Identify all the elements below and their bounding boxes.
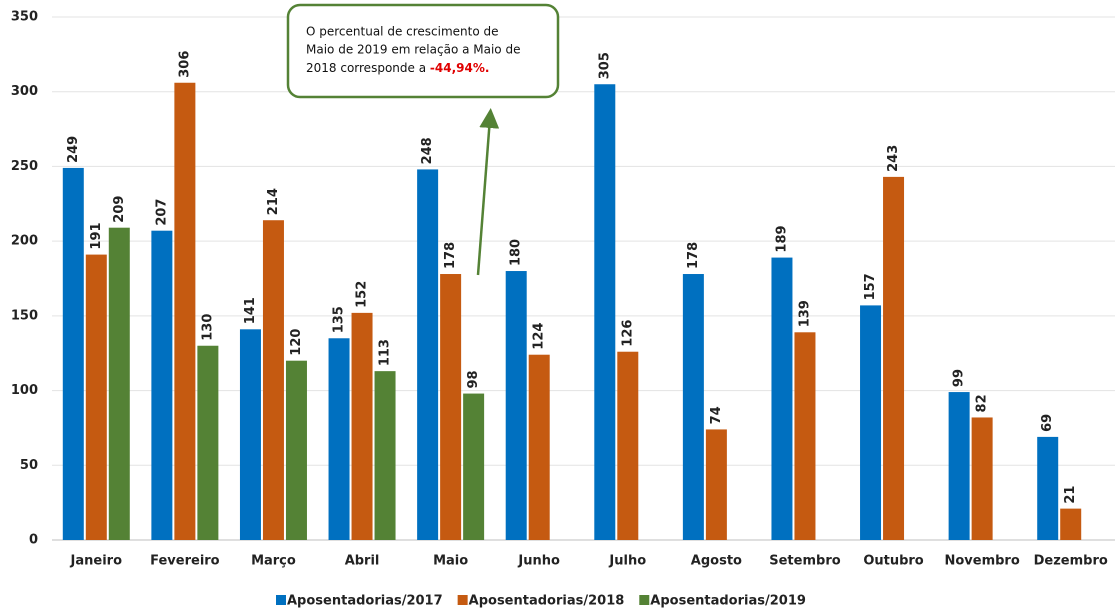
value-label: 214	[266, 188, 281, 215]
value-label: 130	[200, 314, 215, 341]
bar	[505, 271, 527, 540]
value-label: 180	[509, 239, 524, 266]
bar	[883, 176, 905, 541]
y-tick-label: 100	[11, 383, 38, 398]
x-tick-label: Janeiro	[70, 554, 123, 569]
value-label: 207	[154, 199, 169, 226]
value-label: 74	[709, 406, 724, 424]
x-tick-label: Novembro	[944, 554, 1019, 569]
annotation-line: 2018 corresponde a -44,94%.	[306, 61, 489, 75]
value-label: 178	[443, 242, 458, 269]
x-tick-label: Junho	[517, 554, 560, 569]
bar	[971, 417, 993, 540]
bar	[285, 360, 307, 540]
bar	[682, 274, 704, 540]
bar	[62, 167, 84, 540]
legend-label: Aposentadorias/2019	[650, 594, 806, 609]
value-label: 191	[89, 222, 104, 249]
value-label: 69	[1040, 414, 1055, 432]
value-label: 189	[774, 225, 789, 252]
bar	[1060, 508, 1082, 540]
value-label: 82	[975, 394, 990, 412]
bar	[860, 305, 882, 540]
bar	[262, 220, 284, 541]
bar	[463, 393, 485, 540]
value-label: 113	[378, 339, 393, 366]
bar	[705, 429, 727, 540]
bar	[440, 274, 462, 540]
x-tick-label: Setembro	[769, 554, 840, 569]
y-tick-label: 200	[11, 234, 38, 249]
bar	[948, 392, 970, 540]
y-tick-label: 300	[11, 84, 38, 99]
bar	[174, 82, 196, 541]
y-tick-label: 150	[11, 308, 38, 323]
bar	[351, 312, 373, 540]
annotation-box	[286, 3, 560, 99]
value-label: 243	[886, 145, 901, 172]
x-tick-label: Agosto	[691, 554, 742, 569]
bar	[771, 257, 793, 540]
bar	[794, 332, 816, 540]
bar	[328, 338, 350, 540]
bar	[528, 354, 550, 540]
value-label: 209	[112, 196, 127, 223]
y-tick-label: 350	[11, 10, 38, 25]
value-label: 135	[332, 306, 347, 333]
value-label: 126	[620, 320, 635, 347]
x-tick-label: Março	[251, 554, 296, 569]
annotation-text: 2018 corresponde a	[306, 61, 426, 75]
y-tick-label: 50	[20, 458, 38, 473]
x-tick-label: Outubro	[863, 554, 923, 569]
value-label: 178	[686, 242, 701, 269]
value-label: 99	[952, 369, 967, 387]
value-label: 139	[797, 300, 812, 327]
value-label: 152	[355, 281, 370, 308]
bar	[85, 254, 107, 540]
legend-label: Aposentadorias/2018	[469, 594, 625, 609]
value-label: 124	[532, 323, 547, 350]
arrow	[476, 108, 500, 276]
value-label: 249	[66, 136, 81, 163]
x-tick-label: Maio	[433, 554, 468, 569]
bar	[197, 345, 219, 540]
bar	[417, 169, 439, 540]
value-label: 305	[597, 52, 612, 79]
bar	[617, 351, 639, 540]
bar	[151, 230, 173, 540]
x-tick-label: Dezembro	[1034, 554, 1108, 569]
bar	[239, 329, 261, 540]
bar	[108, 227, 130, 541]
bar	[374, 371, 396, 540]
value-label: 98	[466, 370, 481, 388]
value-label: 21	[1063, 486, 1078, 504]
value-label: 248	[420, 137, 435, 164]
legend-label: Aposentadorias/2017	[287, 594, 443, 609]
annotation-line: Maio de 2019 em relação a Maio de	[306, 43, 520, 57]
legend-swatch	[457, 595, 468, 605]
value-label: 141	[243, 297, 258, 324]
annotation-line: O percentual de crescimento de	[306, 25, 499, 39]
y-tick-label: 0	[29, 533, 38, 548]
value-label: 157	[863, 273, 878, 300]
bar	[1037, 436, 1059, 540]
legend-swatch	[276, 595, 286, 605]
value-label: 306	[177, 51, 192, 78]
x-tick-label: Fevereiro	[150, 554, 220, 569]
annotation-highlight: -44,94%.	[430, 61, 490, 75]
legend-swatch	[639, 595, 650, 605]
y-tick-label: 250	[11, 159, 38, 174]
x-tick-label: Abril	[345, 554, 380, 569]
x-tick-label: Julho	[608, 554, 646, 569]
bar	[594, 84, 616, 540]
value-label: 120	[289, 329, 304, 356]
